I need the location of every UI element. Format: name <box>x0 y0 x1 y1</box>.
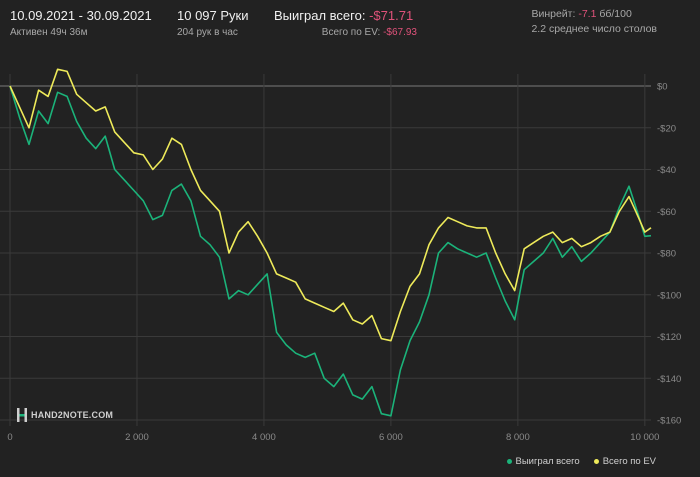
y-tick-label: -$20 <box>657 123 676 134</box>
won-label: Выиграл всего: <box>274 8 366 23</box>
x-tick-label: 4 000 <box>252 432 276 443</box>
hand2note-logo-icon <box>17 408 27 422</box>
hands-block: 10 097 Руки 204 рук в час <box>177 8 249 38</box>
ev-value: -$67.93 <box>383 27 417 38</box>
winrate-block: Винрейт: -7.1 бб/100 2.2 среднее число с… <box>531 8 657 35</box>
y-tick-label: -$140 <box>657 374 681 385</box>
legend-item-ev[interactable]: Всего по EV <box>593 456 656 467</box>
x-tick-label: 0 <box>7 432 12 443</box>
hand2note-logo: HAND2NOTE.COM <box>17 408 113 422</box>
y-tick-label: -$100 <box>657 290 681 301</box>
x-tick-label: 8 000 <box>506 432 530 443</box>
winrate-value: -7.1 <box>578 8 597 20</box>
date-range: 10.09.2021 - 30.09.2021 <box>10 8 152 23</box>
series-line-won <box>9 85 652 417</box>
legend-won-label: Выиграл всего <box>515 456 580 467</box>
series-line-ev <box>9 68 652 342</box>
x-tick-label: 2 000 <box>125 432 149 443</box>
avg-tables: 2.2 среднее число столов <box>531 23 657 35</box>
y-tick-label: -$40 <box>657 165 676 176</box>
legend-ev-label: Всего по EV <box>602 456 656 467</box>
y-tick-label: -$80 <box>657 249 676 260</box>
hands-count: 10 097 Руки <box>177 8 249 23</box>
winrate-label: Винрейт: <box>531 8 576 20</box>
chart-legend: Выиграл всего Всего по EV <box>506 456 656 467</box>
date-range-block: 10.09.2021 - 30.09.2021 Активен 49ч 36м <box>10 8 152 38</box>
won-value: -$71.71 <box>369 8 414 23</box>
x-tick-label: 10 000 <box>630 432 659 443</box>
x-tick-label: 6 000 <box>379 432 403 443</box>
y-tick-label: $0 <box>657 82 668 93</box>
legend-won-dot <box>506 459 512 464</box>
legend-ev-dot <box>593 459 599 464</box>
won-block: Выиграл всего: -$71.71 Всего по EV: -$67… <box>274 8 417 38</box>
won-total: Выиграл всего: -$71.71 <box>274 8 417 23</box>
legend-item-won[interactable]: Выиграл всего <box>506 456 580 467</box>
logo-text: HAND2NOTE.COM <box>31 410 114 420</box>
hands-per-hour: 204 рук в час <box>177 27 238 38</box>
y-tick-label: -$160 <box>657 416 681 427</box>
active-time: Активен 49ч 36м <box>10 27 88 38</box>
y-tick-label: -$60 <box>657 207 676 218</box>
ev-total: Всего по EV: -$67.93 <box>274 27 417 38</box>
y-tick-label: -$120 <box>657 332 681 343</box>
ev-label: Всего по EV: <box>321 27 381 38</box>
winrate: Винрейт: -7.1 бб/100 <box>531 8 657 20</box>
winrate-unit: бб/100 <box>599 8 632 20</box>
